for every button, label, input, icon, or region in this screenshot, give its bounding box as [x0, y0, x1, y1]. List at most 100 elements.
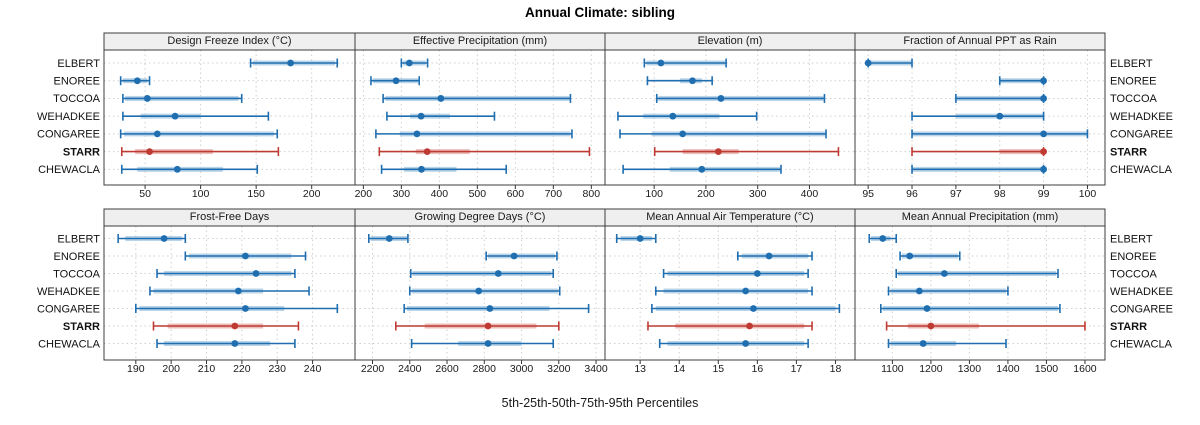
glyph-mean-annual-air-temperature-elbert [615, 234, 657, 243]
panel-frost-free-days: 190 200 210 220 230 240 [103, 208, 356, 375]
glyph-frost-free-days-wehadkee [149, 286, 310, 296]
glyph-frost-free-days-elbert [117, 234, 187, 243]
median-dot [417, 112, 425, 120]
axis-tick-label: 100 [645, 188, 663, 200]
glyph-fraction-ppt-as-rain-toccoa [955, 93, 1047, 103]
site-label-right-congaree: CONGAREE [1110, 303, 1173, 315]
median-dot [143, 95, 151, 102]
median-dot [927, 322, 935, 330]
median-dot [919, 340, 927, 347]
glyph-growing-degree-days-enoree [485, 251, 558, 261]
site-label-right-enoree: ENOREE [1110, 76, 1156, 88]
glyph-effective-precipitation-congaree [375, 129, 573, 139]
median-dot [940, 270, 948, 277]
axis-tick-label: 96 [906, 188, 918, 200]
axis-tick-label: 14 [673, 363, 685, 375]
glyph-growing-degree-days-toccoa [409, 269, 555, 278]
median-dot [475, 287, 483, 295]
median-dot [1040, 148, 1047, 156]
glyph-design-freeze-index-enoree [119, 76, 151, 86]
median-dot [146, 148, 153, 156]
glyph-growing-degree-days-chewacla [410, 339, 555, 348]
axis-tick-label: 2600 [435, 363, 459, 375]
axis-tick-label: 2800 [473, 363, 497, 375]
axis-tick-label: 240 [304, 363, 322, 375]
panel-mean-annual-air-temperature: 13 14 15 16 17 18 [604, 208, 856, 375]
axis-tick-label: 98 [994, 188, 1006, 200]
median-dot [418, 165, 425, 173]
glyph-effective-precipitation-starr [378, 147, 591, 157]
axis-tick-label: 3200 [547, 363, 571, 375]
glyph-mean-annual-air-temperature-toccoa [662, 269, 809, 278]
axis-tick-label: 210 [198, 363, 216, 375]
glyph-effective-precipitation-chewacla [380, 164, 508, 174]
axis-tick-label: 100 [1079, 188, 1097, 200]
median-dot [484, 340, 492, 347]
glyph-mean-annual-precipitation-elbert [868, 234, 898, 243]
glyph-mean-annual-precipitation-chewacla [887, 339, 1007, 348]
median-dot [996, 112, 1004, 120]
axis-tick-label: 200 [355, 188, 373, 200]
glyph-design-freeze-index-toccoa [122, 93, 243, 103]
glyph-elevation-toccoa [655, 93, 826, 103]
axis-tick-label: 18 [830, 363, 842, 375]
site-label-left-enoree: ENOREE [54, 251, 100, 263]
axis-tick-label: 1600 [1073, 363, 1097, 375]
panel-strip-mean-annual-air-temperature [604, 208, 856, 227]
glyph-mean-annual-air-temperature-enoree [737, 251, 813, 261]
panel-strip-fraction-ppt-as-rain [854, 32, 1106, 51]
axis-tick-label: 1400 [996, 363, 1020, 375]
median-dot [879, 235, 887, 242]
site-label-left-toccoa: TOCCOA [53, 268, 101, 280]
median-dot [750, 305, 757, 312]
glyph-elevation-starr [653, 147, 840, 157]
median-dot [423, 148, 431, 156]
median-dot [669, 112, 677, 120]
axis-tick-label: 16 [752, 363, 764, 375]
glyph-design-freeze-index-chewacla [120, 164, 259, 174]
glyph-growing-degree-days-starr [394, 321, 560, 331]
glyph-fraction-ppt-as-rain-congaree [911, 129, 1089, 139]
site-label-right-toccoa: TOCCOA [1110, 93, 1158, 105]
median-dot [636, 235, 644, 242]
median-dot [133, 77, 141, 85]
median-dot [494, 270, 502, 277]
axis-tick-label: 1500 [1035, 363, 1059, 375]
median-dot [231, 340, 239, 347]
glyph-design-freeze-index-elbert [249, 58, 339, 68]
axis-tick-label: 1100 [881, 363, 904, 375]
glyph-design-freeze-index-wehadkee [122, 111, 270, 121]
panel-fraction-ppt-as-rain: 95 96 97 98 99 100 [854, 32, 1106, 200]
median-dot [231, 322, 239, 330]
panel-growing-degree-days: 2200 2400 2600 2800 3000 3200 3400 [354, 208, 608, 375]
glyph-mean-annual-precipitation-starr [885, 321, 1086, 331]
glyph-effective-precipitation-toccoa [382, 93, 572, 103]
glyph-elevation-wehadkee [617, 111, 758, 121]
axis-tick-label: 15 [712, 363, 724, 375]
glyph-growing-degree-days-congaree [403, 304, 590, 313]
median-dot [287, 59, 294, 67]
site-label-left-enoree: ENOREE [54, 76, 100, 88]
site-label-left-wehadkee: WEHADKEE [37, 286, 100, 298]
axis-tick-label: 3000 [510, 363, 534, 375]
glyph-elevation-chewacla [622, 164, 782, 174]
panel-elevation: 100 200 300 400 [604, 32, 856, 200]
panel-strip-growing-degree-days [354, 208, 606, 227]
axis-tick-label: 190 [127, 363, 145, 375]
median-dot [234, 287, 242, 295]
glyph-mean-annual-precipitation-congaree [880, 304, 1061, 313]
median-dot [906, 252, 914, 260]
median-dot [252, 270, 260, 277]
axis-tick-label: 17 [791, 363, 803, 375]
glyph-fraction-ppt-as-rain-chewacla [911, 164, 1047, 174]
site-label-right-toccoa: TOCCOA [1110, 268, 1158, 280]
site-label-left-starr: STARR [63, 146, 100, 158]
glyph-effective-precipitation-wehadkee [386, 111, 496, 121]
site-label-right-wehadkee: WEHADKEE [1110, 286, 1173, 298]
median-dot [160, 235, 168, 242]
panel-strip-mean-annual-precipitation [854, 208, 1106, 227]
site-label-right-enoree: ENOREE [1110, 251, 1156, 263]
median-dot [1040, 95, 1047, 102]
glyph-frost-free-days-congaree [135, 304, 339, 313]
